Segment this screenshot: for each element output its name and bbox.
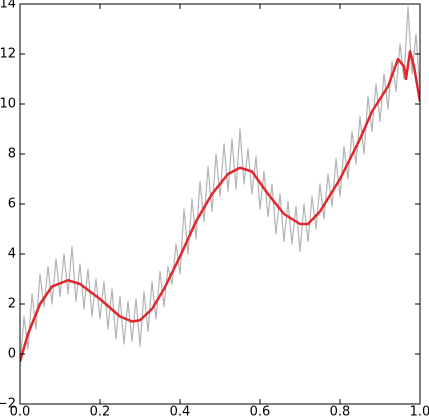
y-tick-label: 10 [0, 97, 16, 112]
y-tick-label: 12 [0, 47, 16, 62]
x-tick-label: 1.0 [410, 405, 429, 419]
x-tick-label: 0.2 [90, 405, 111, 419]
plot-frame [19, 3, 421, 405]
series-line [20, 50, 420, 362]
y-tick-label: −2 [0, 397, 16, 412]
y-tick-label: 0 [8, 347, 16, 362]
series-line [20, 5, 420, 367]
y-tick-label: 6 [8, 197, 16, 212]
x-tick-label: 0.8 [330, 405, 351, 419]
x-tick-label: 0.6 [250, 405, 271, 419]
x-tick-label: 0.4 [170, 405, 191, 419]
x-tick-label: 0.0 [10, 405, 31, 419]
y-tick-label: 2 [8, 297, 16, 312]
y-tick-label: 8 [8, 147, 16, 162]
y-tick-label: 4 [8, 247, 16, 262]
y-tick-label: 14 [0, 0, 16, 12]
